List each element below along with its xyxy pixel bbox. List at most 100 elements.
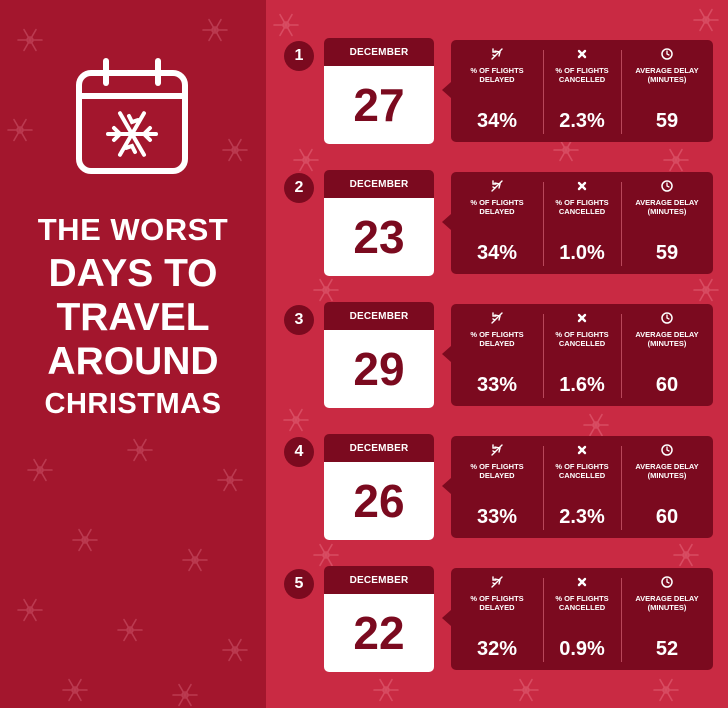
stat-label: AVERAGE DELAY (MINUTES) — [635, 66, 699, 84]
rank-badge: 5 — [284, 569, 314, 599]
plane-icon — [451, 311, 543, 325]
ranking-row-2: 2 DECEMBER 23 % OF FLIGHTS DELAYED 34% %… — [280, 170, 714, 276]
page-title: THE WORST DAYS TO TRAVEL AROUND CHRISTMA… — [0, 214, 266, 426]
month-label: DECEMBER — [324, 170, 434, 198]
left-panel: THE WORST DAYS TO TRAVEL AROUND CHRISTMA… — [0, 0, 266, 708]
stat-label: % OF FLIGHTS CANCELLED — [555, 594, 609, 612]
stat-label: % OF FLIGHTS CANCELLED — [555, 462, 609, 480]
stat-label: % OF FLIGHTS DELAYED — [470, 462, 524, 480]
rank-badge: 1 — [284, 41, 314, 71]
stats-panel: % OF FLIGHTS DELAYED 34% % OF FLIGHTS CA… — [451, 172, 713, 274]
callout-pointer — [442, 478, 451, 494]
delayed-value: 34% — [476, 110, 518, 132]
delayed-value: 32% — [476, 638, 518, 660]
stat-label: AVERAGE DELAY (MINUTES) — [635, 330, 699, 348]
day-number: 23 — [324, 198, 434, 276]
stat-label: % OF FLIGHTS DELAYED — [470, 198, 524, 216]
divider — [543, 182, 544, 266]
avg-delay-value: 60 — [655, 506, 679, 528]
date-card: DECEMBER 26 — [324, 434, 434, 540]
stat-label: % OF FLIGHTS CANCELLED — [555, 66, 609, 84]
delayed-value: 34% — [476, 242, 518, 264]
x-icon — [543, 443, 621, 457]
month-label: DECEMBER — [324, 434, 434, 462]
cancelled-value: 1.0% — [559, 242, 605, 264]
x-icon — [543, 575, 621, 589]
callout-pointer — [442, 214, 451, 230]
clock-icon — [621, 179, 713, 193]
calendar-snowflake-icon — [76, 58, 188, 174]
cancelled-value: 2.3% — [559, 506, 605, 528]
title-line-3: TRAVEL — [56, 296, 210, 339]
plane-icon — [451, 47, 543, 61]
stat-cancelled: % OF FLIGHTS CANCELLED 0.9% — [543, 568, 621, 670]
title-line-5: CHRISTMAS — [44, 388, 222, 420]
stat-delayed: % OF FLIGHTS DELAYED 34% — [451, 40, 543, 142]
stat-avg-delay: AVERAGE DELAY (MINUTES) 60 — [621, 436, 713, 538]
stat-avg-delay: AVERAGE DELAY (MINUTES) 52 — [621, 568, 713, 670]
rank-badge: 2 — [284, 173, 314, 203]
stat-label: % OF FLIGHTS CANCELLED — [555, 198, 609, 216]
stat-cancelled: % OF FLIGHTS CANCELLED 1.6% — [543, 304, 621, 406]
clock-icon — [621, 443, 713, 457]
divider — [543, 50, 544, 134]
divider — [543, 446, 544, 530]
month-label: DECEMBER — [324, 302, 434, 330]
date-card: DECEMBER 29 — [324, 302, 434, 408]
day-number: 26 — [324, 462, 434, 540]
plane-icon — [451, 179, 543, 193]
clock-icon — [621, 47, 713, 61]
avg-delay-value: 52 — [655, 638, 679, 660]
x-icon — [543, 47, 621, 61]
month-label: DECEMBER — [324, 38, 434, 66]
rank-badge: 4 — [284, 437, 314, 467]
callout-pointer — [442, 346, 451, 362]
ranking-row-1: 1 DECEMBER 27 % OF FLIGHTS DELAYED 34% %… — [280, 38, 714, 144]
plane-icon — [451, 443, 543, 457]
divider — [621, 314, 622, 398]
stat-label: % OF FLIGHTS DELAYED — [470, 594, 524, 612]
divider — [543, 314, 544, 398]
ranking-row-4: 4 DECEMBER 26 % OF FLIGHTS DELAYED 33% %… — [280, 434, 714, 540]
title-line-1: THE WORST — [37, 212, 229, 247]
stats-panel: % OF FLIGHTS DELAYED 34% % OF FLIGHTS CA… — [451, 40, 713, 142]
divider — [621, 578, 622, 662]
stat-label: AVERAGE DELAY (MINUTES) — [635, 594, 699, 612]
clock-icon — [621, 575, 713, 589]
stats-panel: % OF FLIGHTS DELAYED 32% % OF FLIGHTS CA… — [451, 568, 713, 670]
stat-delayed: % OF FLIGHTS DELAYED 32% — [451, 568, 543, 670]
stat-delayed: % OF FLIGHTS DELAYED 34% — [451, 172, 543, 274]
stat-avg-delay: AVERAGE DELAY (MINUTES) 59 — [621, 40, 713, 142]
stat-delayed: % OF FLIGHTS DELAYED 33% — [451, 304, 543, 406]
stat-cancelled: % OF FLIGHTS CANCELLED 1.0% — [543, 172, 621, 274]
stat-cancelled: % OF FLIGHTS CANCELLED 2.3% — [543, 436, 621, 538]
stats-panel: % OF FLIGHTS DELAYED 33% % OF FLIGHTS CA… — [451, 304, 713, 406]
divider — [621, 446, 622, 530]
callout-pointer — [442, 82, 451, 98]
divider — [543, 578, 544, 662]
title-line-2: DAYS TO — [48, 252, 218, 295]
cancelled-value: 0.9% — [559, 638, 605, 660]
stat-cancelled: % OF FLIGHTS CANCELLED 2.3% — [543, 40, 621, 142]
stat-avg-delay: AVERAGE DELAY (MINUTES) 60 — [621, 304, 713, 406]
divider — [621, 182, 622, 266]
clock-icon — [621, 311, 713, 325]
avg-delay-value: 59 — [655, 110, 679, 132]
date-card: DECEMBER 22 — [324, 566, 434, 672]
day-number: 22 — [324, 594, 434, 672]
date-card: DECEMBER 27 — [324, 38, 434, 144]
avg-delay-value: 60 — [655, 374, 679, 396]
cancelled-value: 2.3% — [559, 110, 605, 132]
stat-label: AVERAGE DELAY (MINUTES) — [635, 462, 699, 480]
cancelled-value: 1.6% — [559, 374, 605, 396]
delayed-value: 33% — [476, 506, 518, 528]
stat-label: % OF FLIGHTS DELAYED — [470, 330, 524, 348]
ranking-row-5: 5 DECEMBER 22 % OF FLIGHTS DELAYED 32% %… — [280, 566, 714, 672]
x-icon — [543, 311, 621, 325]
stat-avg-delay: AVERAGE DELAY (MINUTES) 59 — [621, 172, 713, 274]
rank-badge: 3 — [284, 305, 314, 335]
stat-delayed: % OF FLIGHTS DELAYED 33% — [451, 436, 543, 538]
callout-pointer — [442, 610, 451, 626]
x-icon — [543, 179, 621, 193]
